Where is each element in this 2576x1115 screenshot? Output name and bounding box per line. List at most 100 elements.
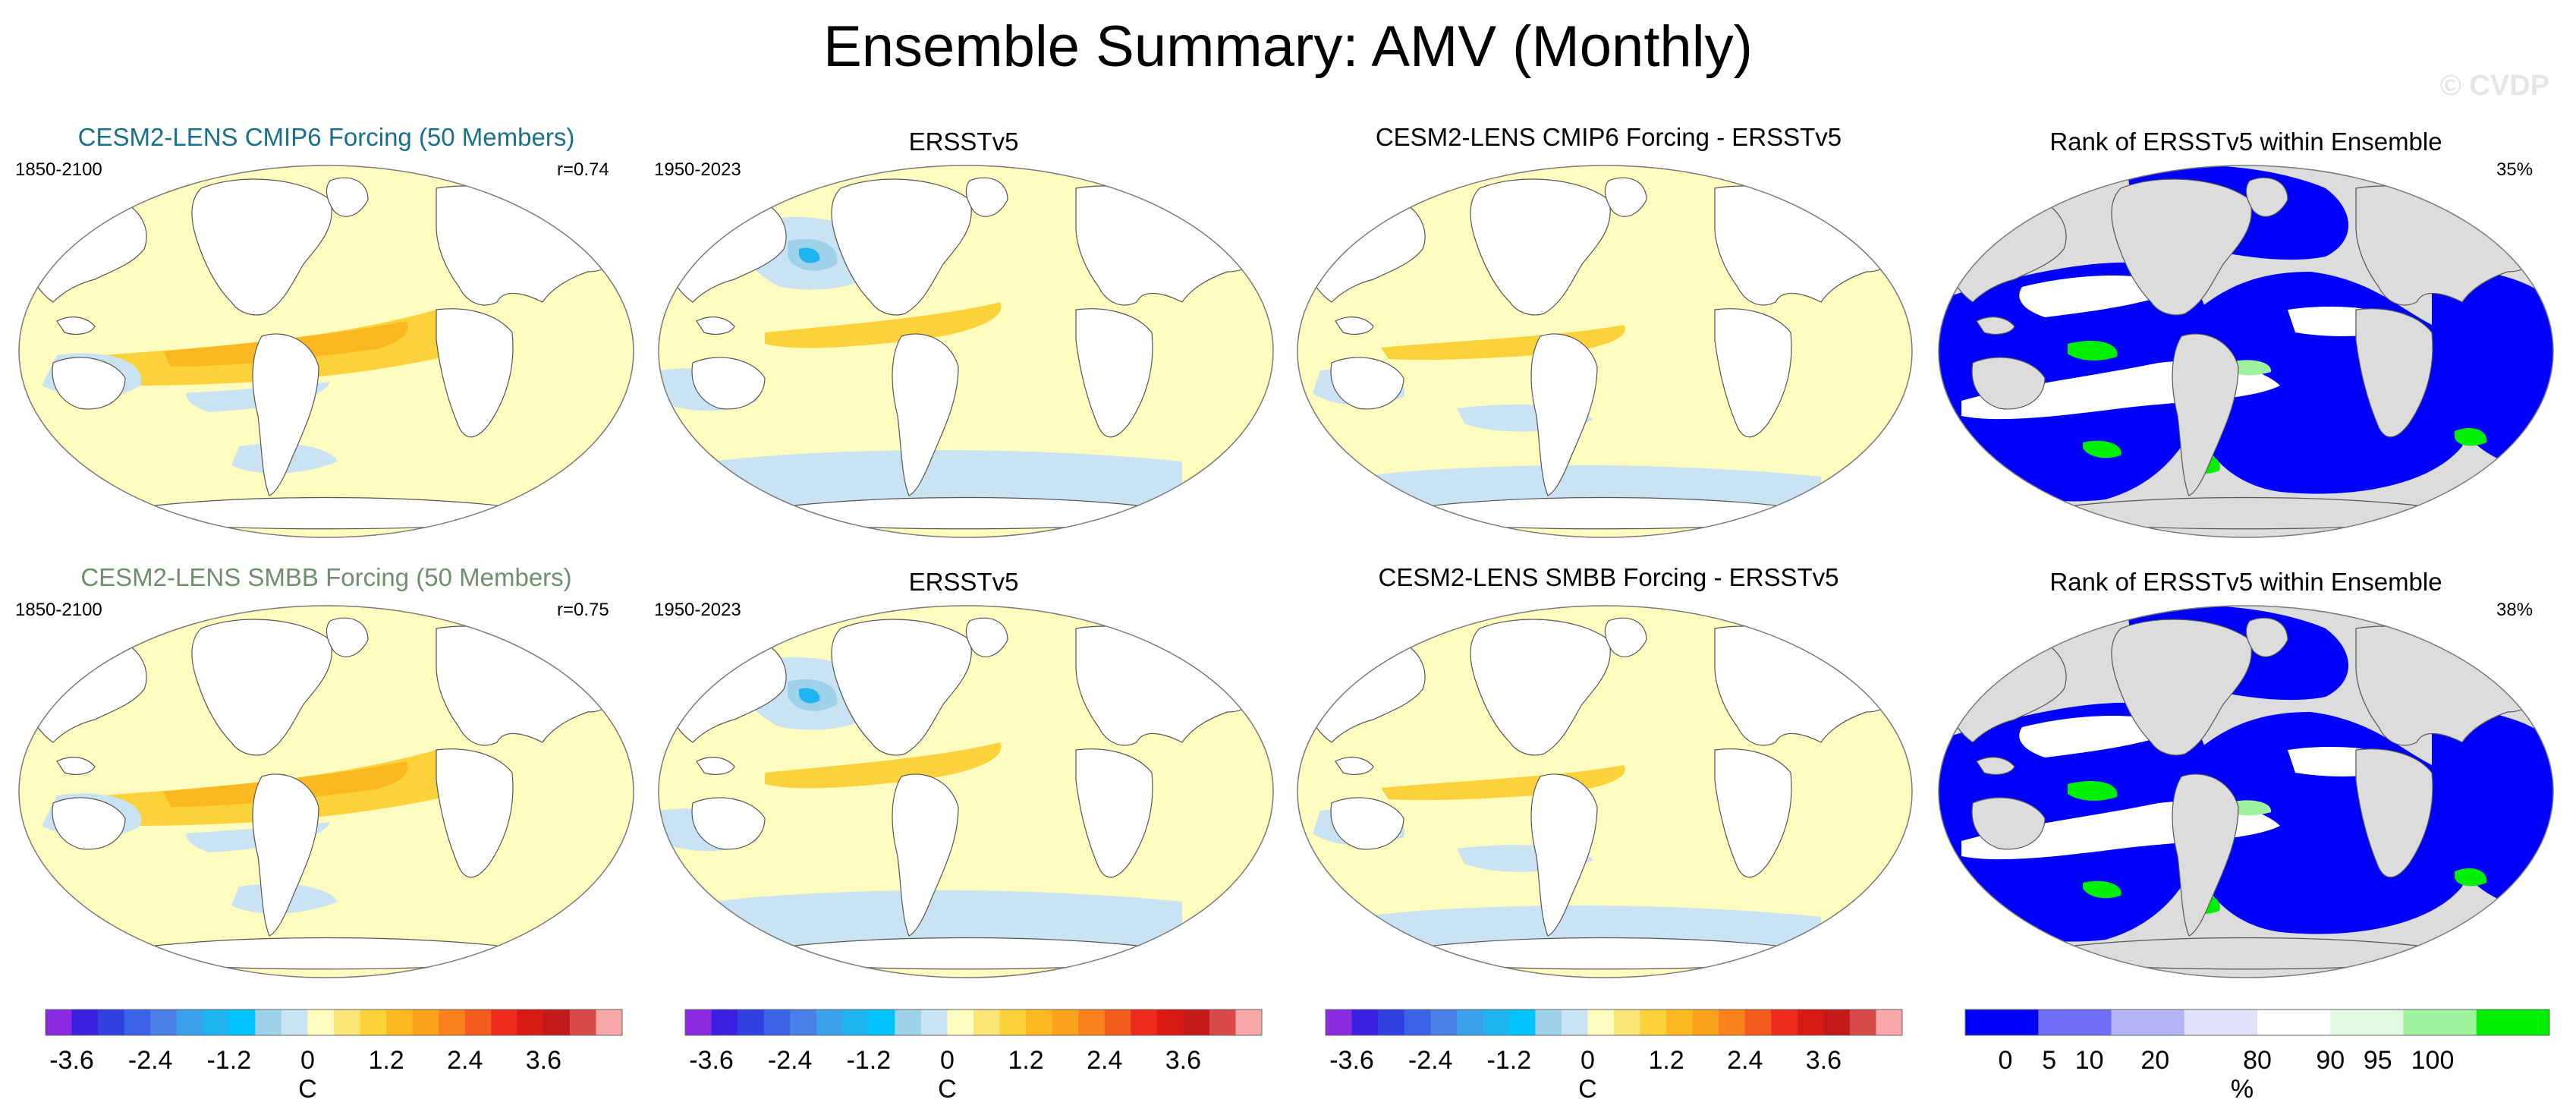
colorbar-tick-label: -3.6 <box>689 1046 734 1075</box>
colorbar-swatch <box>1183 1009 1210 1035</box>
colorbar-swatch <box>1209 1009 1236 1035</box>
colorbar-swatch <box>920 1009 948 1035</box>
colorbar-tick-label: 2.4 <box>1727 1046 1763 1075</box>
colorbar-tick-label: 1.2 <box>1008 1046 1043 1075</box>
colorbar-tick-label: -1.2 <box>1487 1046 1532 1075</box>
map-r1-obs <box>658 165 1274 538</box>
colorbar-tick-label: 5 <box>2042 1046 2056 1075</box>
panel-title-r1-obs: ERSSTv5 <box>908 128 1019 156</box>
colorbar-tick-label: 3.6 <box>1165 1046 1201 1075</box>
colorbar-swatch <box>439 1009 466 1035</box>
colorbar-swatch <box>1666 1009 1694 1035</box>
panel-title-r2-obs: ERSSTv5 <box>908 568 1019 596</box>
colorbar-tick-label: 95 <box>2364 1046 2392 1075</box>
colorbar-model: -3.6 -2.4 -1.2 0 1.2 2.4 3.6 C <box>45 1009 623 1104</box>
colorbar-swatch <box>1104 1009 1131 1035</box>
cvdp-watermark: © CVDP <box>2439 70 2549 102</box>
colorbar-swatch <box>360 1009 387 1035</box>
colorbar-swatch <box>790 1009 817 1035</box>
colorbar-tick-label: 2.4 <box>1087 1046 1122 1075</box>
colorbar-tick-label: 0 <box>300 1046 315 1075</box>
colorbar-swatch <box>738 1009 765 1035</box>
colorbar-swatch <box>1797 1009 1824 1035</box>
colorbar-swatch <box>2038 1009 2112 1035</box>
colorbar-swatch <box>412 1009 439 1035</box>
colorbar-swatch <box>1614 1009 1641 1035</box>
colorbar-swatch <box>1561 1009 1588 1035</box>
colorbar-swatch <box>1771 1009 1798 1035</box>
colorbar-swatch <box>1876 1009 1903 1035</box>
colorbar-obs: -3.6 -2.4 -1.2 0 1.2 2.4 3.6 C <box>684 1009 1263 1104</box>
colorbar-swatch <box>2111 1009 2185 1035</box>
map-r2-model <box>18 605 634 978</box>
period-label-r1-obs: 1950-2023 <box>654 159 741 180</box>
panel-title-r1-rank: Rank of ERSSTv5 within Ensemble <box>2049 128 2442 156</box>
colorbar-tick-label: 90 <box>2316 1046 2345 1075</box>
colorbar-swatch <box>763 1009 791 1035</box>
colorbar-swatch <box>2403 1009 2477 1035</box>
colorbar-swatch <box>947 1009 974 1035</box>
panel-title-r2-model: CESM2-LENS SMBB Forcing (50 Members) <box>80 563 572 591</box>
colorbar-swatch <box>255 1009 282 1035</box>
colorbar-unit-label: C <box>298 1075 317 1104</box>
colorbar-tick-label: -1.2 <box>207 1046 252 1075</box>
colorbar-swatch <box>1404 1009 1431 1035</box>
colorbar-swatch <box>1351 1009 1379 1035</box>
map-r1-model <box>18 165 634 538</box>
colorbar-swatch <box>1483 1009 1510 1035</box>
colorbar-swatch <box>1849 1009 1876 1035</box>
colorbar-tick-label: -2.4 <box>1408 1046 1453 1075</box>
colorbar-unit-label: % <box>2231 1075 2254 1104</box>
colorbar-swatch <box>895 1009 922 1035</box>
colorbar-tick-label: 0 <box>1581 1046 1595 1075</box>
colorbar-swatch <box>124 1009 151 1035</box>
colorbar-swatch <box>711 1009 738 1035</box>
colorbar-swatch <box>1131 1009 1158 1035</box>
colorbar-swatch <box>569 1009 596 1035</box>
colorbar-swatch <box>1719 1009 1746 1035</box>
colorbar-swatch <box>973 1009 1001 1035</box>
map-r1-diff <box>1297 165 1913 538</box>
correlation-label-r1: r=0.74 <box>557 159 609 180</box>
colorbar-unit-label: C <box>938 1075 957 1104</box>
colorbar-swatch <box>464 1009 492 1035</box>
colorbar-swatch <box>1378 1009 1405 1035</box>
colorbar-swatch <box>150 1009 178 1035</box>
colorbar-tick-label: 3.6 <box>1806 1046 1842 1075</box>
colorbar-swatch <box>517 1009 544 1035</box>
colorbar-swatch <box>1235 1009 1263 1035</box>
correlation-label-r2: r=0.75 <box>557 600 609 620</box>
colorbar-tick-label: 1.2 <box>1648 1046 1684 1075</box>
colorbar-swatch <box>71 1009 99 1035</box>
colorbar-swatch <box>1587 1009 1615 1035</box>
colorbar-swatch <box>228 1009 256 1035</box>
map-r1-rank <box>1938 165 2554 538</box>
colorbar-swatch <box>842 1009 870 1035</box>
panel-title-r1-diff: CESM2-LENS CMIP6 Forcing - ERSSTv5 <box>1375 123 1842 151</box>
colorbar-swatch <box>98 1009 125 1035</box>
colorbar-swatch <box>868 1009 895 1035</box>
colorbar-swatch <box>1456 1009 1483 1035</box>
colorbar-swatch <box>386 1009 414 1035</box>
panel-title-r2-diff: CESM2-LENS SMBB Forcing - ERSSTv5 <box>1378 563 1839 591</box>
colorbar-swatch <box>1692 1009 1719 1035</box>
colorbar-tick-label: -3.6 <box>49 1046 94 1075</box>
rank-percent-r1: 35% <box>2496 159 2534 180</box>
colorbar-swatch <box>596 1009 623 1035</box>
colorbar-tick-label: 3.6 <box>526 1046 561 1075</box>
colorbar-swatch <box>2257 1009 2331 1035</box>
period-label-r2-obs: 1950-2023 <box>654 600 741 620</box>
colorbar-swatch <box>1508 1009 1536 1035</box>
colorbar-swatch <box>1430 1009 1458 1035</box>
colorbar-tick-label: 10 <box>2075 1046 2104 1075</box>
colorbar-swatch <box>203 1009 230 1035</box>
colorbar-swatch <box>491 1009 518 1035</box>
colorbar-swatch <box>1744 1009 1772 1035</box>
colorbar-tick-label: 0 <box>940 1046 955 1075</box>
colorbar-swatch <box>2476 1009 2550 1035</box>
rank-percent-r2: 38% <box>2496 600 2534 620</box>
colorbar-swatch <box>1052 1009 1079 1035</box>
colorbar-rank: 0 5 10 20 80 90 95 100% <box>1964 1009 2550 1104</box>
colorbar-swatch <box>1535 1009 1562 1035</box>
colorbar-swatch <box>1156 1009 1184 1035</box>
